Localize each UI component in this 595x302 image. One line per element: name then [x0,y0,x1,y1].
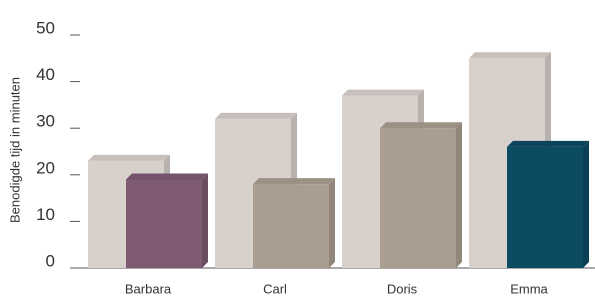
bar-top [253,178,335,184]
x-tick-label: Barbara [125,281,172,296]
y-tick-label: 50 [36,18,55,37]
bar-top [469,52,551,58]
bar-top [126,173,208,179]
bar-side [202,173,208,268]
bar-top [215,113,297,119]
bar [507,147,583,268]
y-tick-label: 30 [36,112,55,131]
bar [380,128,456,268]
y-tick-label: 0 [46,251,55,270]
bar-side [329,178,335,268]
bar-top [88,155,170,161]
bar-top [342,90,424,96]
y-tick-label: 10 [36,205,55,224]
x-tick-label: Doris [387,281,418,296]
y-tick-label: 40 [36,65,55,84]
bar-top [380,122,462,128]
bar [253,184,329,268]
bar-top [507,141,589,147]
x-tick-label: Carl [263,281,287,296]
y-axis-label: Benodigde tijd in minuten [7,77,22,223]
bar [126,179,202,268]
x-tick-label: Emma [510,281,548,296]
y-tick-label: 20 [36,158,55,177]
bar-side [456,122,462,268]
bar-side [583,141,589,268]
chart: Benodigde tijd in minuten 0 10 20 30 40 50 Bar… [0,0,595,302]
